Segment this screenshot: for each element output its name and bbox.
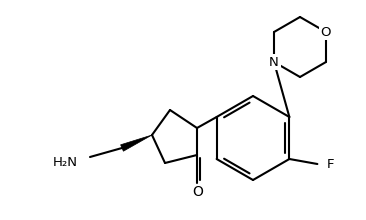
Text: O: O xyxy=(193,185,203,199)
Polygon shape xyxy=(121,135,152,151)
Text: N: N xyxy=(269,55,279,68)
Text: O: O xyxy=(321,26,331,38)
Text: F: F xyxy=(326,158,334,170)
Text: H₂N: H₂N xyxy=(52,156,78,169)
